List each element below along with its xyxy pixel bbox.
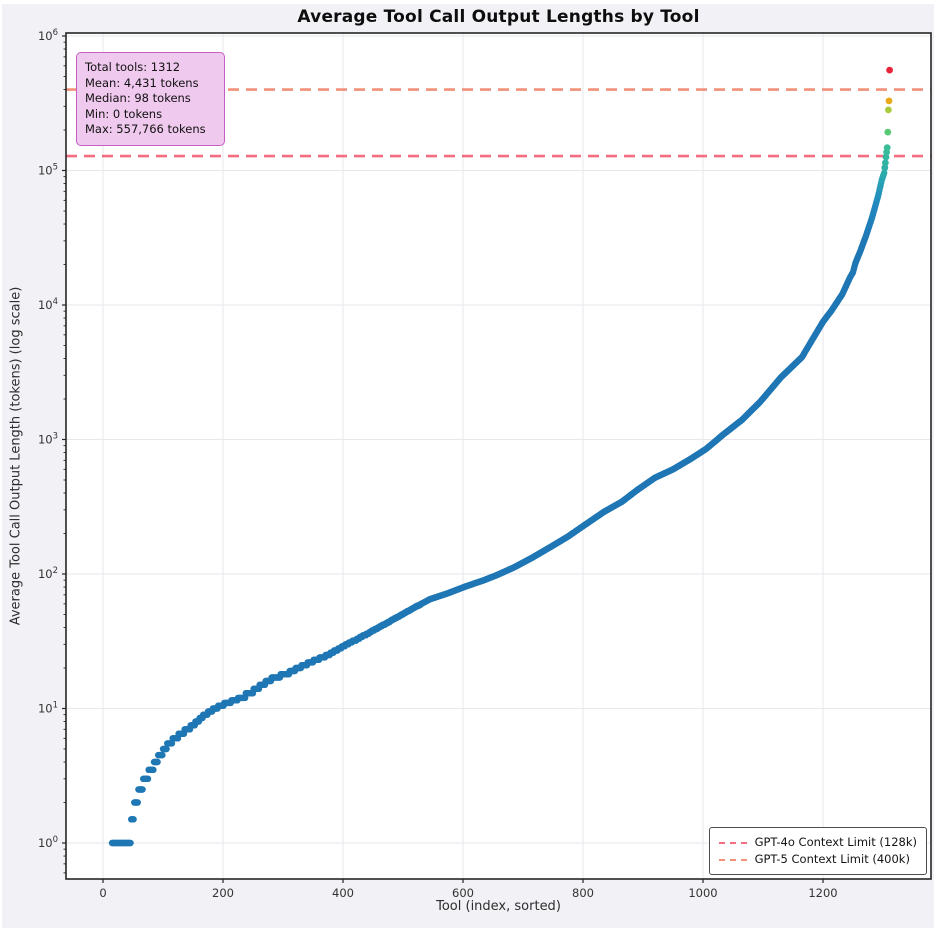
svg-text:100: 100 [38, 835, 58, 850]
svg-text:400: 400 [332, 886, 354, 900]
svg-text:106: 106 [38, 28, 58, 43]
svg-text:105: 105 [38, 163, 58, 178]
stats-median: Median: 98 tokens [85, 91, 191, 106]
legend-label-gpt5: GPT-5 Context Limit (400k) [754, 852, 910, 866]
svg-text:102: 102 [38, 566, 58, 581]
svg-text:1000: 1000 [688, 886, 717, 900]
dashed-line-icon [718, 858, 747, 861]
svg-text:200: 200 [212, 886, 234, 900]
y-axis-label: Average Tool Call Output Length (tokens)… [8, 286, 24, 626]
svg-text:0: 0 [99, 886, 106, 900]
svg-text:104: 104 [38, 297, 58, 312]
stats-annotation-box: Total tools: 1312 Mean: 4,431 tokens Med… [76, 52, 225, 146]
x-axis-label: Tool (index, sorted) [436, 899, 561, 914]
dashed-line-icon [718, 841, 747, 844]
chart-title: Average Tool Call Output Lengths by Tool [297, 7, 700, 27]
stats-max: Max: 557,766 tokens [85, 122, 206, 137]
svg-text:1200: 1200 [808, 886, 837, 900]
svg-text:103: 103 [38, 432, 58, 447]
stats-total-tools: Total tools: 1312 [85, 60, 181, 74]
tick-labels: 0 200 400 600 800 1000 1200 100 101 102 103 104 105 1… [38, 28, 838, 900]
svg-text:600: 600 [452, 886, 474, 900]
axes-spines [65, 32, 932, 880]
legend: GPT-4o Context Limit (128k) GPT-5 Contex… [708, 827, 927, 875]
stats-mean: Mean: 4,431 tokens [85, 75, 199, 90]
axis-ticks [62, 35, 824, 883]
svg-text:101: 101 [38, 701, 58, 716]
svg-text:800: 800 [572, 886, 594, 900]
stats-min: Min: 0 tokens [85, 106, 163, 121]
legend-entry-gpt4o: GPT-4o Context Limit (128k) [718, 834, 917, 851]
legend-entry-gpt5: GPT-5 Context Limit (400k) [718, 851, 917, 868]
legend-label-gpt4o: GPT-4o Context Limit (128k) [754, 835, 917, 849]
scatter-points [108, 66, 893, 847]
